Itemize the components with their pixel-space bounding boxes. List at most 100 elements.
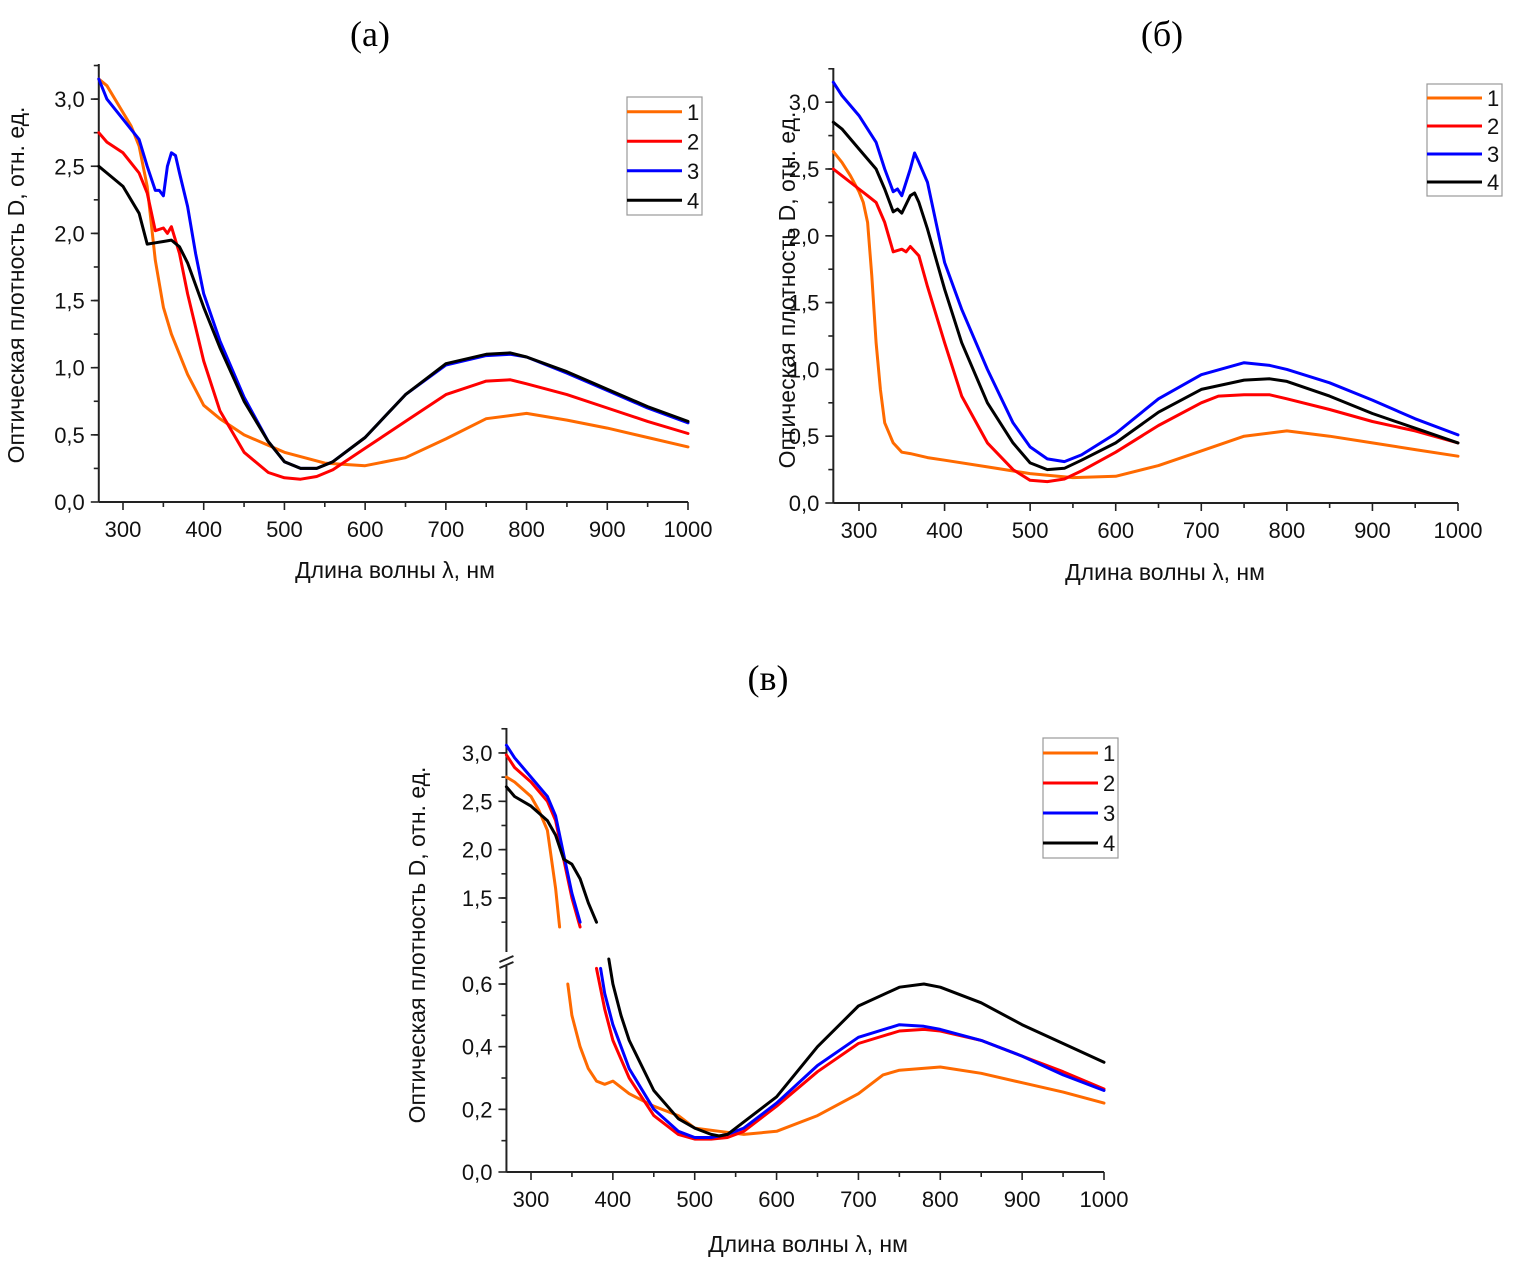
y-tick-label: 1,0: [789, 357, 820, 382]
legend-label-3: 3: [687, 159, 699, 184]
y-tick-label: 2,0: [462, 838, 493, 863]
x-tick-label: 800: [922, 1187, 959, 1212]
x-tick-label: 800: [1268, 518, 1305, 543]
series-4-line: [831, 120, 1460, 472]
series-2-line: [831, 167, 1460, 484]
y-tick-label: 3,0: [462, 741, 493, 766]
x-tick-label: 900: [589, 517, 626, 542]
x-tick-label: 700: [840, 1187, 877, 1212]
series-2-line: [504, 753, 582, 929]
legend-label-2: 2: [687, 129, 699, 154]
legend-label-1: 1: [1103, 741, 1115, 766]
legend: 1 2 3 4: [1042, 737, 1119, 859]
x-tick-label: 1000: [1434, 518, 1483, 543]
axes: 300 400 500 600 700 800 900 1000 0,0 0,2 0,4 0,6 1,5…: [462, 727, 1129, 1212]
panel-v: (в) Длина волны λ, нм Оптическая плотнос…: [404, 658, 1128, 1257]
x-tick-label: 700: [1183, 518, 1220, 543]
legend-label-2: 2: [1487, 114, 1499, 139]
axis-break-mark: [499, 961, 514, 969]
y-tick-label: 0,0: [789, 491, 820, 516]
x-tick-label: 400: [594, 1187, 631, 1212]
plot-area: [97, 77, 690, 481]
x-tick-label: 900: [1004, 1187, 1041, 1212]
y-tick-label: 0,4: [462, 1035, 493, 1060]
x-tick-label: 1000: [664, 517, 713, 542]
series-1-line: [504, 775, 562, 929]
series-4-line: [97, 164, 690, 470]
series-1-line: [97, 77, 690, 468]
panel-b: (б) Длина волны λ, нм Оптическая плотнос…: [774, 14, 1503, 585]
axes: 300 400 500 600 700 800 900 1000 0,0 0,5 1,0 1,5 2,0…: [789, 68, 1483, 543]
y-tick-label: 1,5: [789, 291, 820, 316]
x-axis-title: Длина волны λ, нм: [708, 1231, 908, 1257]
series-3-line: [831, 80, 1460, 464]
legend-label-2: 2: [1103, 771, 1115, 796]
y-tick-label: 2,0: [789, 224, 820, 249]
y-tick-label: 1,0: [54, 356, 85, 381]
x-axis-title: Длина волны λ, нм: [1065, 559, 1265, 585]
x-tick-label: 1000: [1080, 1187, 1129, 1212]
y-tick-label: 0,2: [462, 1097, 493, 1122]
plot-area: [504, 743, 1106, 1141]
x-tick-label: 400: [926, 518, 963, 543]
x-tick-label: 500: [266, 517, 303, 542]
x-tick-label: 300: [841, 518, 878, 543]
y-tick-label: 1,5: [54, 289, 85, 314]
x-tick-label: 700: [427, 517, 464, 542]
series-3-line: [97, 77, 690, 470]
y-tick-label: 2,0: [54, 221, 85, 246]
x-tick-label: 500: [1012, 518, 1049, 543]
x-tick-label: 600: [347, 517, 384, 542]
y-tick-label: 3,0: [789, 90, 820, 115]
y-tick-label: 0,5: [789, 424, 820, 449]
x-tick-label: 300: [513, 1187, 550, 1212]
legend-label-4: 4: [1487, 170, 1499, 195]
axis-break-mark: [499, 955, 514, 963]
y-tick-label: 2,5: [54, 154, 85, 179]
y-axis-title: Оптическая плотность D, отн. ед.: [3, 107, 29, 464]
legend-box: [1426, 83, 1503, 197]
x-tick-label: 500: [676, 1187, 713, 1212]
series-4-line: [607, 957, 1106, 1138]
panel-label: (в): [748, 658, 789, 698]
legend-label-1: 1: [1487, 86, 1499, 111]
x-axis-title: Длина волны λ, нм: [295, 557, 495, 583]
legend: 1 2 3 4: [1426, 83, 1503, 197]
series-1-line: [566, 982, 1106, 1136]
y-tick-label: 1,5: [462, 886, 493, 911]
series-3-line: [504, 743, 582, 924]
legend-box: [626, 96, 703, 216]
y-tick-label: 0,5: [54, 423, 85, 448]
y-tick-label: 0,0: [54, 490, 85, 515]
x-tick-label: 400: [185, 517, 222, 542]
x-tick-label: 300: [105, 517, 142, 542]
y-tick-label: 0,6: [462, 972, 493, 997]
series-1-line: [831, 150, 1460, 480]
axes: 300 400 500 600 700 800 900 1000 0,0 0,5 1,0 1,5 2,0…: [54, 64, 712, 542]
legend-label-4: 4: [1103, 831, 1115, 856]
legend-label-3: 3: [1487, 142, 1499, 167]
y-tick-label: 2,5: [462, 789, 493, 814]
legend-label-4: 4: [687, 188, 699, 213]
plot-area: [831, 80, 1460, 484]
y-tick-label: 2,5: [789, 157, 820, 182]
y-tick-label: 0,0: [462, 1160, 493, 1185]
x-tick-label: 600: [1097, 518, 1134, 543]
panel-label: (а): [350, 14, 390, 54]
panel-a: (а) Длина волны λ, нм Оптическая плотнос…: [3, 14, 712, 583]
legend-box: [1042, 737, 1119, 859]
x-tick-label: 800: [508, 517, 545, 542]
y-axis-title: Оптическая плотность D, отн. ед.: [404, 767, 430, 1124]
x-tick-label: 600: [758, 1187, 795, 1212]
series-3-line: [599, 966, 1106, 1139]
series-2-line: [97, 131, 690, 481]
panel-label: (б): [1141, 14, 1183, 54]
series-4-line: [504, 785, 598, 924]
x-tick-label: 900: [1354, 518, 1391, 543]
legend-label-1: 1: [687, 100, 699, 125]
legend-label-3: 3: [1103, 801, 1115, 826]
y-axis-title: Оптическая плотность D, отн. ед.: [774, 112, 800, 469]
legend: 1 2 3 4: [626, 96, 703, 216]
y-tick-label: 3,0: [54, 87, 85, 112]
